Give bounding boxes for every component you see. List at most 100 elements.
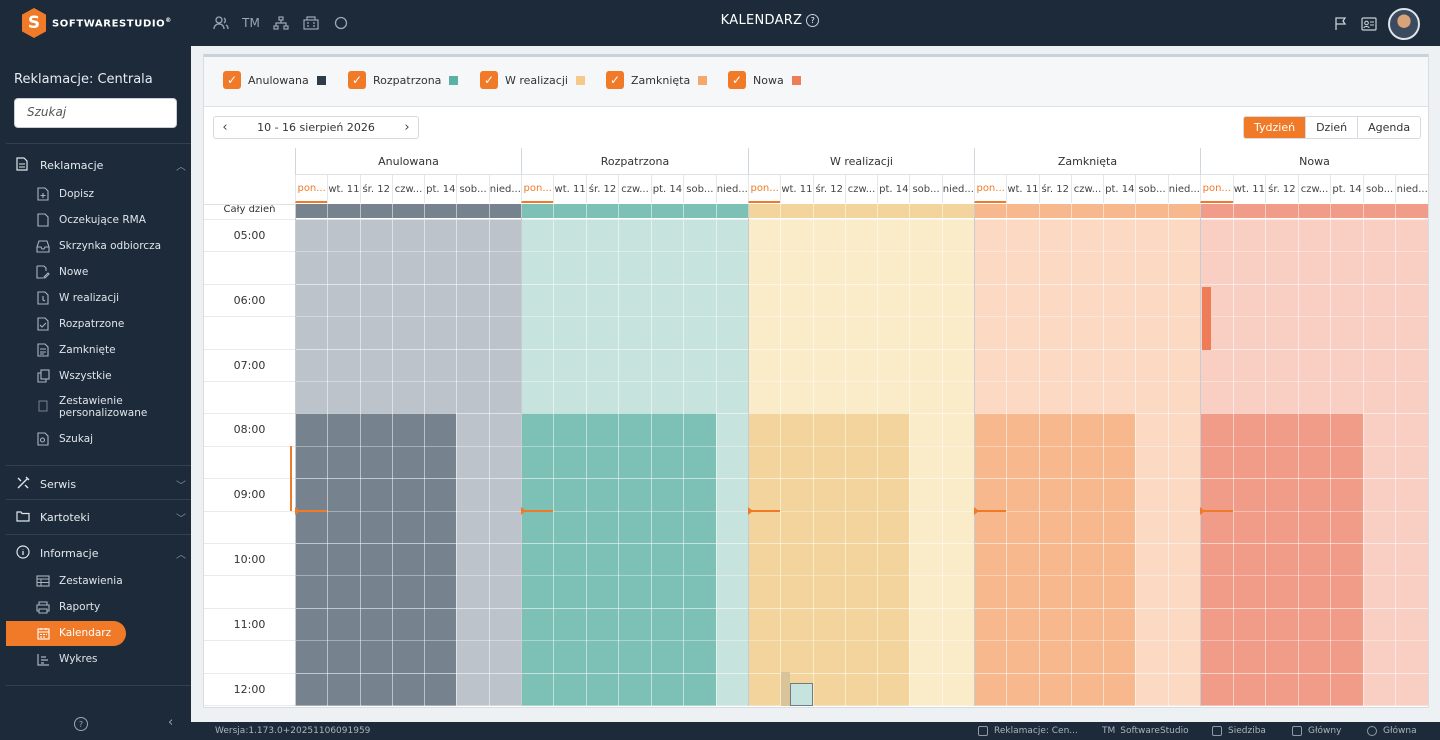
time-slot-column[interactable] [1070, 413, 1104, 706]
user-avatar[interactable] [1388, 8, 1420, 40]
time-slot-column[interactable] [1297, 413, 1331, 706]
time-slot-column[interactable] [812, 413, 845, 706]
sidebar-item-zestawienia[interactable]: Zestawienia [36, 574, 186, 588]
sidebar-item-wszystkie[interactable]: Wszystkie [36, 369, 186, 383]
time-slot-column[interactable] [941, 413, 974, 706]
time-slot-column[interactable] [488, 413, 521, 706]
all-day-slot[interactable] [456, 204, 489, 218]
day-header[interactable]: pt. 14 [1330, 175, 1363, 203]
all-day-slot[interactable] [1330, 204, 1363, 218]
all-day-slot[interactable] [1200, 204, 1233, 218]
day-header[interactable]: sob... [1135, 175, 1167, 203]
time-slot-column[interactable] [683, 219, 716, 414]
time-slot-column[interactable] [391, 219, 425, 414]
time-slot-column[interactable] [1135, 219, 1168, 414]
sidebar-section-reklamacje[interactable]: Reklamacje ︿ [16, 157, 186, 174]
id-card-icon[interactable] [1360, 15, 1378, 33]
day-header[interactable]: wt. 11 [553, 175, 586, 203]
day-header[interactable]: czw... [391, 175, 424, 203]
day-header[interactable]: pt. 14 [650, 175, 683, 203]
day-header[interactable]: wt. 11 [780, 175, 813, 203]
date-range-label[interactable]: 10 - 16 sierpień 2026 [257, 121, 375, 134]
filter-nowa[interactable]: ✓ Nowa [728, 71, 801, 89]
previous-week-button[interactable]: ‹ [222, 120, 228, 135]
all-day-slot[interactable] [327, 204, 360, 218]
checkbox-checked-icon[interactable]: ✓ [348, 71, 366, 89]
time-slot-column[interactable] [424, 413, 457, 706]
all-day-slot[interactable] [1070, 204, 1104, 218]
help-icon[interactable]: ? [74, 717, 88, 731]
time-slot-column[interactable] [327, 219, 360, 414]
all-day-slot[interactable] [488, 204, 521, 218]
sidebar-item-oczekujace-rma[interactable]: Oczekujące RMA [36, 213, 186, 227]
day-header[interactable]: wt. 11 [1006, 175, 1039, 203]
time-slot-column[interactable] [359, 219, 392, 414]
day-header[interactable]: pt. 14 [1103, 175, 1135, 203]
day-header[interactable]: nied... [1167, 175, 1200, 203]
time-slot-column[interactable] [1103, 413, 1136, 706]
day-header[interactable]: nied... [715, 175, 748, 203]
status-main-circle[interactable]: Główna [1367, 726, 1417, 736]
users-icon[interactable] [212, 14, 230, 32]
all-day-slot[interactable] [812, 204, 845, 218]
sidebar-section-serwis[interactable]: Serwis ﹀ [16, 476, 186, 493]
time-slot-column[interactable] [1395, 413, 1428, 706]
time-slot-column[interactable] [650, 219, 684, 414]
all-day-slot[interactable] [359, 204, 392, 218]
time-slot-column[interactable] [683, 413, 716, 706]
time-slot-column[interactable] [1362, 413, 1396, 706]
sidebar-search-input[interactable]: Szukaj [14, 98, 177, 128]
sidebar-item-dopisz[interactable]: Dopisz [36, 187, 186, 201]
checkbox-checked-icon[interactable]: ✓ [606, 71, 624, 89]
checkbox-checked-icon[interactable]: ✓ [223, 71, 241, 89]
sidebar-item-kalendarz[interactable]: Kalendarz [36, 626, 186, 640]
time-slot-column[interactable] [1330, 413, 1363, 706]
time-slot-column[interactable] [618, 219, 651, 414]
day-header[interactable]: nied... [941, 175, 974, 203]
status-context[interactable]: Reklamacje: Cen... [978, 726, 1078, 736]
sidebar-item-rozpatrzone[interactable]: Rozpatrzone [36, 317, 186, 331]
day-header[interactable]: śr. 12 [359, 175, 392, 203]
org-chart-icon[interactable] [272, 14, 290, 32]
time-slot-column[interactable] [780, 413, 813, 706]
sidebar-item-nowe[interactable]: Nowe [36, 265, 186, 279]
time-slot-column[interactable] [295, 413, 328, 706]
all-day-slot[interactable] [1395, 204, 1428, 218]
all-day-slot[interactable] [877, 204, 910, 218]
all-day-slot[interactable] [909, 204, 942, 218]
time-slot-column[interactable] [488, 219, 521, 414]
time-slot-column[interactable] [909, 219, 942, 414]
time-slot-column[interactable] [877, 219, 910, 414]
status-company[interactable]: TM SoftwareStudio [1102, 726, 1189, 736]
building-icon[interactable] [302, 14, 320, 32]
day-header[interactable]: pon... [521, 175, 554, 203]
time-slot-column[interactable] [1070, 219, 1104, 414]
all-day-slot[interactable] [553, 204, 586, 218]
all-day-slot[interactable] [1135, 204, 1168, 218]
time-slot-column[interactable] [715, 219, 748, 414]
all-day-slot[interactable] [1167, 204, 1200, 218]
all-day-slot[interactable] [1232, 204, 1266, 218]
sidebar-section-informacje[interactable]: Informacje ︿ [16, 545, 186, 562]
time-slot-column[interactable] [1038, 413, 1071, 706]
all-day-slot[interactable] [618, 204, 651, 218]
time-slot-column[interactable] [1232, 413, 1266, 706]
sidebar-item-raporty[interactable]: Raporty [36, 600, 186, 614]
time-slot-column[interactable] [553, 219, 586, 414]
filter-zamknieta[interactable]: ✓ Zamknięta [606, 71, 708, 89]
filter-anulowana[interactable]: ✓ Anulowana [223, 71, 326, 89]
day-header[interactable]: śr. 12 [812, 175, 845, 203]
day-header[interactable]: czw... [1070, 175, 1103, 203]
time-slot-column[interactable] [1103, 219, 1136, 414]
status-main-building[interactable]: Główny [1292, 726, 1341, 736]
time-slot-column[interactable] [974, 413, 1007, 706]
all-day-slot[interactable] [941, 204, 974, 218]
day-header[interactable]: pon... [748, 175, 781, 203]
all-day-slot[interactable] [780, 204, 813, 218]
all-day-slot[interactable] [391, 204, 425, 218]
time-slot-column[interactable] [715, 413, 748, 706]
day-header[interactable]: pon... [295, 175, 328, 203]
time-slot-column[interactable] [618, 413, 651, 706]
day-header[interactable]: pon... [974, 175, 1007, 203]
time-slot-column[interactable] [1232, 219, 1266, 414]
